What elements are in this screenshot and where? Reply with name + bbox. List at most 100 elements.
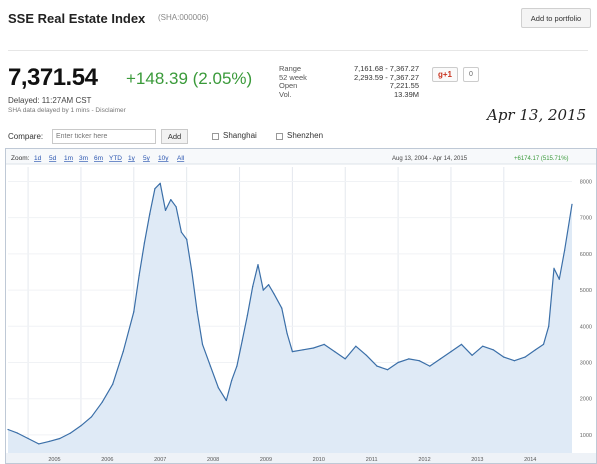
price-data-point (355, 345, 357, 347)
shanghai-checkbox[interactable] (212, 133, 219, 140)
price-data-point (7, 428, 9, 431)
stat-52-week: 52 week 2,293.59 - 7,367.27 (279, 72, 419, 83)
price-data-point (418, 360, 420, 362)
price-data-point (164, 209, 167, 211)
price-data-point (252, 285, 254, 288)
x-tick-label: 2010 (313, 457, 325, 463)
price-data-point (122, 351, 124, 353)
price-data-point (542, 343, 545, 345)
y-tick-label: 4000 (580, 324, 592, 330)
delay-disclaimer-link[interactable]: SHA data delayed by 1 mins - Disclaimer (8, 107, 126, 114)
ticker-symbol: (SHA:000006) (158, 13, 209, 22)
price-data-point (471, 354, 473, 356)
zoom-option-10y[interactable]: 10y (158, 155, 169, 162)
zoom-option-1d[interactable]: 1d (34, 155, 42, 162)
price-data-point (236, 365, 238, 367)
stat-label: Open (279, 81, 298, 90)
quote-stats: Range 7,161.68 - 7,367.27 52 week 2,293.… (279, 64, 419, 100)
price-data-point (241, 340, 243, 342)
x-tick-label: 2013 (471, 457, 483, 463)
price-data-point (38, 443, 40, 445)
price-data-point (201, 343, 204, 345)
x-tick-label: 2006 (101, 457, 113, 463)
price-data-point (257, 264, 259, 266)
price-data-point (133, 311, 135, 313)
zoom-option-5y[interactable]: 5y (143, 155, 151, 162)
price-data-point (217, 387, 219, 389)
price-data-point (101, 401, 103, 403)
chart-date-range: Aug 13, 2004 - Apr 14, 2015 (392, 156, 468, 162)
price-data-point (69, 432, 71, 434)
x-tick-label: 2011 (366, 457, 378, 463)
price-data-point (175, 206, 177, 208)
page-title: SSE Real Estate Index (8, 11, 146, 26)
stat-value: 2,293.59 - 7,367.27 (353, 72, 419, 82)
zoom-option-3m[interactable]: 3m (79, 155, 88, 162)
price-data-point (408, 358, 410, 360)
y-tick-label: 1000 (580, 433, 592, 439)
price-data-point (365, 354, 367, 356)
price-data-point (513, 360, 515, 362)
y-tick-label: 3000 (580, 360, 592, 366)
price-data-point (159, 182, 161, 184)
price-data-point (48, 440, 50, 442)
price-series-line (7, 182, 573, 445)
stat-volume: Vol. 13.39M (279, 89, 419, 100)
google-plus-button[interactable]: g+1 (432, 67, 458, 82)
price-data-point (344, 358, 346, 360)
price-data-point (450, 351, 452, 353)
zoom-option-ytd[interactable]: YTD (109, 155, 122, 162)
x-tick-label: 2007 (154, 457, 166, 463)
price-data-point (460, 343, 463, 345)
x-tick-label: 2014 (524, 457, 536, 463)
compare-ticker-input[interactable] (52, 129, 156, 144)
stat-value: 13.39M (393, 89, 419, 99)
x-tick-label: 2008 (207, 457, 219, 463)
price-data-point (534, 349, 537, 351)
compare-label: Compare: (8, 132, 44, 141)
compare-add-button[interactable]: Add (161, 129, 188, 144)
price-data-point (291, 351, 293, 353)
price-data-point (564, 249, 566, 251)
price-data-point (225, 399, 227, 402)
y-tick-label: 8000 (580, 179, 592, 185)
zoom-option-all[interactable]: All (177, 155, 185, 162)
price-area-fill (8, 183, 572, 454)
zoom-option-6m[interactable]: 6m (94, 155, 103, 162)
zoom-option-5d[interactable]: 5d (49, 155, 57, 162)
price-data-point (286, 332, 288, 335)
price-data-point (439, 358, 441, 360)
price-data-point (268, 284, 270, 286)
price-data-point (231, 380, 233, 382)
price-data-point (376, 365, 378, 367)
price-data-point (397, 361, 399, 364)
price-data-point (149, 213, 151, 215)
price-chart-svg: Zoom: 1d 5d 1m 3m 6m YTD 1y 5y 10y All Aug 13, 2004… (6, 149, 596, 463)
x-axis-strip (6, 453, 596, 463)
zoom-option-1y[interactable]: 1y (128, 155, 136, 162)
price-data-point (524, 356, 526, 358)
chart-toolbar (6, 149, 596, 164)
chart-range-change: +6174.17 (515.71%) (514, 156, 569, 162)
shenzhen-label: Shenzhen (287, 131, 324, 140)
price-data-point (558, 278, 560, 280)
price-data-point (27, 437, 29, 440)
price-data-point (154, 188, 156, 190)
y-tick-label: 6000 (580, 252, 592, 258)
price-data-point (80, 425, 82, 427)
price-data-point (246, 314, 248, 316)
shenzhen-checkbox[interactable] (276, 133, 283, 140)
price-data-point (386, 369, 389, 371)
date-annotation: Apr 13, 2015 (487, 106, 587, 124)
y-tick-label: 2000 (580, 397, 592, 403)
add-to-portfolio-button[interactable]: Add to portfolio (521, 8, 591, 28)
x-tick-label: 2012 (418, 457, 430, 463)
zoom-option-1m[interactable]: 1m (64, 155, 73, 162)
price-chart: Zoom: 1d 5d 1m 3m 6m YTD 1y 5y 10y All Aug 13, 2004… (5, 148, 597, 464)
price-data-point (312, 347, 315, 349)
price-data-point (138, 275, 140, 277)
price-data-point (170, 199, 172, 201)
stat-open: Open 7,221.55 (279, 81, 419, 91)
price-data-point (16, 432, 19, 434)
shanghai-label: Shanghai (223, 131, 257, 140)
